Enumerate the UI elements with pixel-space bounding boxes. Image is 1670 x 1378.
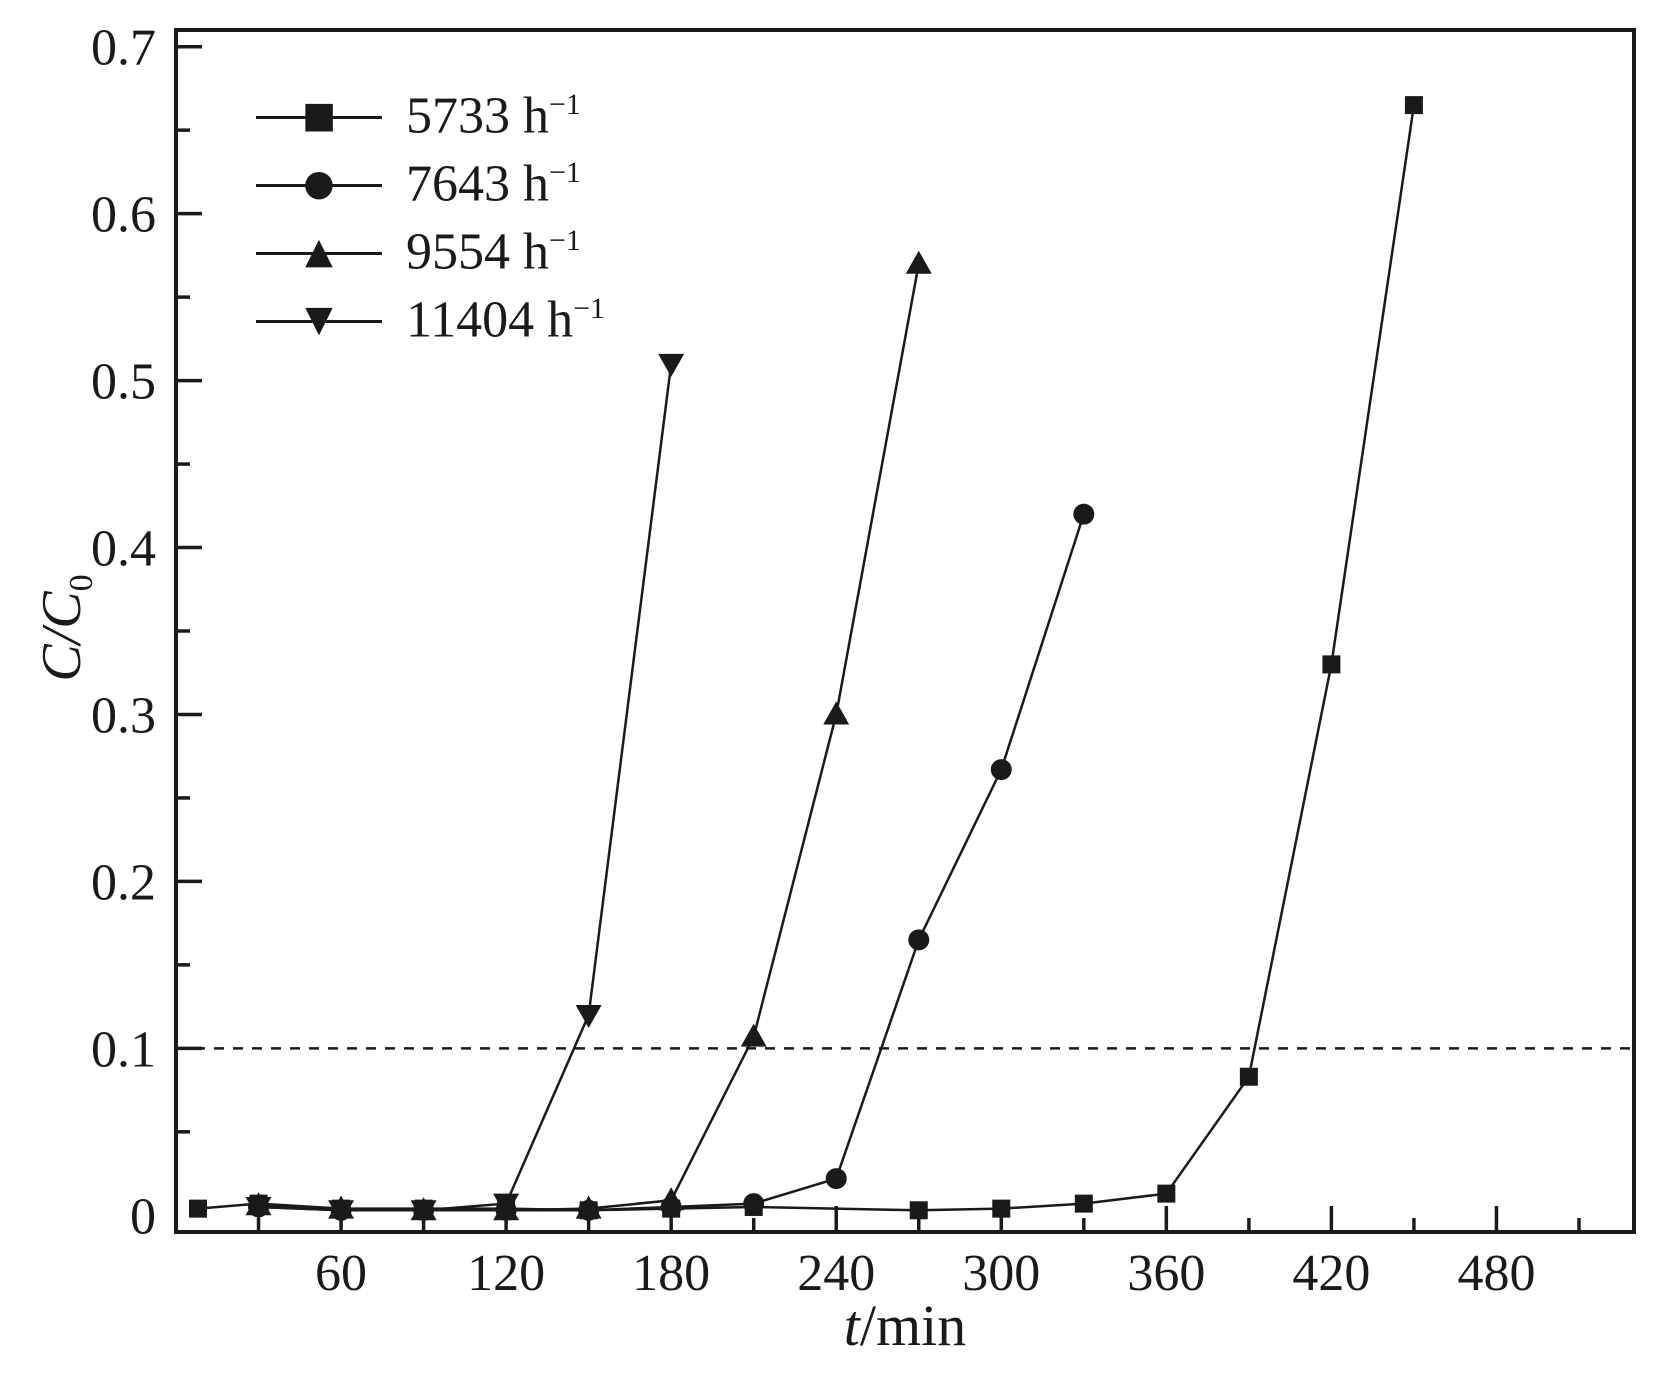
triangle-down-marker-icon [328,1200,355,1224]
triangle-down-marker-icon: ▼ [305,299,333,340]
square-marker-icon [189,1199,208,1218]
x-tick-label: 60 [315,1245,367,1302]
y-tick-label: 0.4 [91,521,156,578]
legend: ■ 5733 h−1 ● 7643 h−1 ▲ 9554 h−1 ▼ 11404… [256,86,605,350]
series-circle [248,503,1095,1221]
circle-marker-icon: ● [303,163,335,204]
series-line [258,513,1086,1212]
y-tick-label: 0.5 [91,354,156,411]
x-tick-label: 360 [1127,1245,1205,1302]
legend-circle-marker-icon: ● [256,162,382,206]
circle-marker-icon [1073,503,1095,525]
triangle-down-marker-icon [245,1196,272,1220]
legend-item-5733: ■ 5733 h−1 [256,86,605,146]
legend-label: 5733 h−1 [406,87,581,145]
legend-line [256,184,382,187]
circle-marker-icon [990,759,1012,781]
series-triangle-up [245,250,932,1221]
y-tick-label: 0.1 [91,1021,156,1078]
series-line [258,363,673,1212]
x-tick-label: 300 [962,1245,1040,1302]
legend-line [256,320,382,323]
square-marker-icon [1322,655,1341,674]
triangle-up-marker-icon [905,250,932,274]
triangle-down-marker-icon [493,1193,520,1217]
legend-label: 7643 h−1 [406,155,581,213]
legend-item-7643: ● 7643 h−1 [256,154,605,214]
triangle-up-marker-icon [658,1187,685,1211]
legend-item-9554: ▲ 9554 h−1 [256,222,605,282]
y-tick-label: 0.3 [91,687,156,744]
x-tick-label: 480 [1457,1245,1535,1302]
square-marker-icon [992,1199,1011,1218]
y-tick-label: 0 [130,1188,156,1245]
triangle-up-marker-icon [823,701,850,725]
x-axis-label: t/min [843,1293,967,1358]
y-tick-label: 0.6 [91,187,156,244]
y-axis-label: C/C0 [31,574,101,682]
x-tick-label: 420 [1292,1245,1370,1302]
y-tick-label: 0.7 [91,20,156,77]
triangle-up-marker-icon [740,1023,767,1047]
x-tick-label: 120 [467,1245,545,1302]
circle-marker-icon [825,1168,847,1190]
square-marker-icon [1239,1067,1258,1086]
square-marker-icon [1157,1184,1176,1203]
square-marker-icon [1074,1194,1093,1213]
triangle-down-marker-icon [658,353,685,377]
x-axis-ticks: 60 120 180 240 300 360 420 480 [256,1206,1581,1302]
x-tick-label: 240 [797,1245,875,1302]
legend-label: 9554 h−1 [406,223,581,281]
legend-item-11404: ▼ 11404 h−1 [256,290,605,350]
legend-square-marker-icon: ■ [256,94,382,138]
series-triangle-down [245,353,685,1224]
square-marker-icon [1404,96,1423,115]
legend-triangle-up-marker-icon: ▲ [256,230,382,274]
square-marker-icon [909,1201,928,1220]
square-marker-icon: ■ [301,95,337,136]
x-tick-label: 180 [632,1245,710,1302]
triangle-up-marker-icon: ▲ [305,231,333,272]
legend-label: 11404 h−1 [406,291,605,349]
circle-marker-icon [908,929,930,951]
triangle-up-marker-icon [575,1195,602,1219]
circle-marker-icon [743,1193,765,1215]
triangle-down-marker-icon [410,1200,437,1224]
series-line [258,263,920,1212]
y-tick-label: 0.2 [91,854,156,911]
triangle-down-marker-icon [575,1004,602,1028]
legend-line [256,252,382,255]
legend-triangle-down-marker-icon: ▼ [256,298,382,342]
legend-line [256,116,382,119]
y-axis-ticks: 0 0.1 0.2 0.3 0.4 0.5 0.6 0.7 [91,20,202,1245]
